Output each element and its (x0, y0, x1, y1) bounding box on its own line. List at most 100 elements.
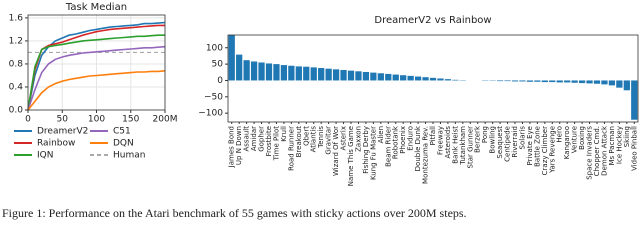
x-tick-label: Robotank (392, 125, 400, 159)
x-tick-label: Ice Hockey (615, 126, 623, 164)
x-tick-label: Gravitar (325, 126, 333, 155)
bar (534, 80, 541, 82)
x-tick-label: Asterix (340, 126, 348, 150)
x-tick-label: Video Pinball (630, 126, 638, 171)
bar (407, 75, 414, 81)
y-tick-label: 50 (212, 60, 224, 70)
bar (571, 80, 578, 83)
series-line (27, 45, 166, 111)
bar (385, 73, 392, 81)
bar (310, 67, 317, 81)
x-tick-label: Tennis (317, 126, 325, 149)
bar (608, 80, 616, 86)
bar (422, 77, 429, 81)
bar (362, 71, 370, 81)
x-tick-label: Seaquest (496, 126, 504, 159)
bar (347, 70, 355, 81)
bar (556, 80, 563, 83)
x-tick-label: Chopper Cmd. (593, 126, 601, 176)
caption: Figure 1: Performance on the Atari bench… (2, 206, 467, 220)
x-tick-label: 50 (57, 115, 69, 125)
x-tick-label: Qbert (302, 126, 310, 146)
series-line (27, 34, 165, 111)
bar (504, 80, 511, 82)
bar (280, 65, 288, 81)
chart-title: DreamerV2 vs Rainbow (374, 15, 491, 26)
x-tick-label: Yars Revenge (548, 126, 556, 174)
plot-frame (227, 34, 639, 123)
bar (392, 74, 399, 81)
x-tick-label: Zaxxon (354, 126, 362, 152)
bar (370, 72, 377, 81)
x-tick-label: Riverraid (511, 126, 519, 158)
bar (437, 78, 444, 81)
x-tick-label: Atlantis (310, 126, 318, 153)
x-tick-label: Skiing (623, 126, 631, 147)
bar (250, 61, 258, 81)
x-tick-label: Hero (556, 126, 564, 143)
bar (228, 35, 235, 81)
bar (564, 80, 571, 83)
legend-label: Rainbow (37, 139, 75, 149)
x-tick-label: Kung Fu Master (369, 126, 377, 180)
x-tick-label: Demon Attack (600, 125, 608, 176)
bar (578, 80, 586, 84)
chart-title: Task Median (65, 2, 127, 13)
x-tick-label: Private Eye (526, 126, 534, 166)
bar (541, 80, 548, 83)
bar (325, 68, 332, 81)
y-tick-label: −50 (204, 92, 223, 102)
x-tick-label: Berzerk (474, 125, 482, 153)
x-tick-label: Bank Heist (451, 126, 459, 164)
y-tick-label: 1.2 (9, 36, 23, 46)
series-line (27, 70, 166, 111)
legend-label: IQN (37, 151, 53, 161)
x-tick-label: Name This Game (347, 126, 355, 186)
x-tick-label: James Bond (228, 126, 236, 168)
legend-label: Human (113, 151, 145, 161)
x-tick-label: Ms Pacman (608, 126, 616, 166)
x-tick-label: Krull (280, 126, 288, 142)
x-tick-label: Asteroids (444, 126, 452, 159)
x-tick-label: Assault (243, 126, 251, 152)
bar (303, 66, 310, 81)
x-tick-label: Breakout (295, 126, 303, 158)
series-line (27, 24, 165, 111)
x-tick-label: Tutankham (459, 126, 467, 166)
x-tick-label: Gopher (258, 126, 266, 152)
y-tick-label: 0.0 (9, 106, 24, 116)
x-tick-label: 200M (153, 115, 178, 125)
x-tick-label: Frostbite (265, 126, 273, 156)
x-tick-label: Amidar (250, 126, 258, 151)
bar (414, 76, 422, 81)
bar (429, 77, 437, 81)
bar (318, 68, 325, 81)
x-tick-label: Double Dunk (414, 125, 422, 171)
plot-frame (27, 14, 166, 111)
x-tick-label: Montezuma Rev. (422, 126, 430, 184)
x-tick-label: Boxing (578, 126, 586, 150)
x-tick-label: Alien (377, 126, 385, 143)
bar (526, 80, 534, 82)
x-tick-label: Space Invaders (586, 126, 594, 180)
bar (340, 69, 347, 81)
bar (549, 80, 556, 83)
bar (623, 80, 630, 91)
x-tick-label: Fishing Derby (362, 126, 370, 174)
bar (295, 66, 302, 81)
bar (586, 80, 593, 84)
y-tick-label: 0 (217, 76, 223, 86)
x-tick-label: 100 (88, 115, 105, 125)
x-tick-label: Beam Rider (384, 126, 392, 167)
y-tick-label: −100 (198, 109, 223, 119)
y-tick-label: 0.4 (9, 82, 24, 92)
figure: Figure 1: Performance on the Atari bench… (2, 2, 639, 220)
bar (332, 69, 340, 81)
legend-label: DreamerV2 (37, 127, 88, 137)
legend-label: DQN (113, 139, 134, 149)
x-tick-label: Road Runner (287, 126, 295, 171)
x-tick-label: Bowling (489, 126, 497, 154)
x-tick-label: Up N Down (235, 126, 243, 165)
bar (258, 62, 265, 81)
x-tick-label: Freeway (436, 126, 444, 155)
